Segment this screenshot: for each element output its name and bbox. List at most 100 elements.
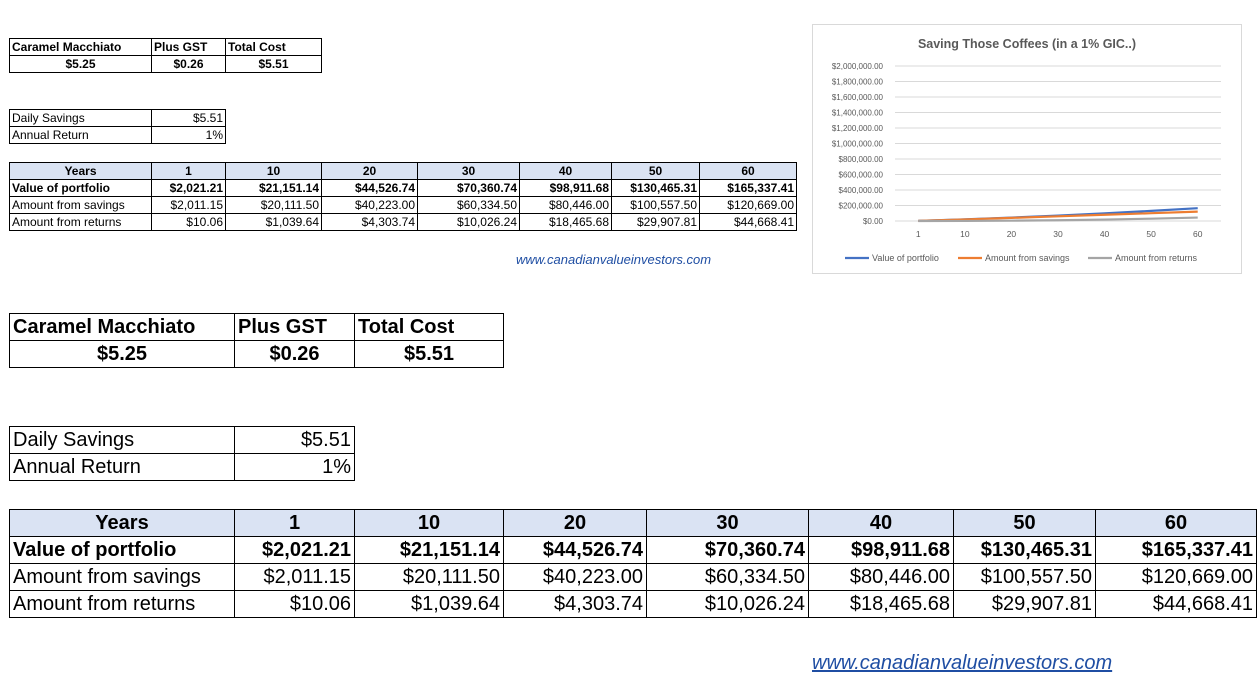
table-cell[interactable]: $100,557.50: [953, 563, 1096, 591]
row-label-savings[interactable]: Amount from savings: [9, 196, 152, 214]
table-cell[interactable]: $60,334.50: [646, 563, 809, 591]
cost-value-macchiato[interactable]: $5.25: [9, 55, 152, 73]
year-header-1[interactable]: 1: [151, 162, 226, 180]
daily-savings-label-large[interactable]: Daily Savings: [9, 426, 235, 454]
cost-header-gst[interactable]: Plus GST: [151, 38, 226, 56]
table-cell[interactable]: $98,911.68: [519, 179, 612, 197]
table-cell[interactable]: $44,668.41: [1095, 590, 1257, 618]
cost-header-total[interactable]: Total Cost: [225, 38, 322, 56]
table-cell[interactable]: $60,334.50: [417, 196, 520, 214]
y-tick-label: $600,000.00: [839, 171, 884, 180]
table-cell[interactable]: $98,911.68: [808, 536, 954, 564]
cost-value-macchiato-large[interactable]: $5.25: [9, 340, 235, 368]
year-header-40[interactable]: 40: [519, 162, 612, 180]
table-cell[interactable]: $80,446.00: [808, 563, 954, 591]
daily-savings-value-large[interactable]: $5.51: [234, 426, 355, 454]
y-tick-label: $1,800,000.00: [832, 78, 884, 87]
table-cell[interactable]: $2,011.15: [234, 563, 355, 591]
table-cell[interactable]: $21,151.14: [225, 179, 322, 197]
y-tick-label: $2,000,000.00: [832, 62, 884, 71]
x-tick-label: 30: [1053, 229, 1063, 239]
cost-header-gst-large[interactable]: Plus GST: [234, 313, 355, 341]
table-cell[interactable]: $10,026.24: [417, 213, 520, 231]
x-tick-label: 10: [960, 229, 970, 239]
table-cell[interactable]: $21,151.14: [354, 536, 504, 564]
table-cell[interactable]: $29,907.81: [953, 590, 1096, 618]
table-cell[interactable]: $1,039.64: [354, 590, 504, 618]
table-cell[interactable]: $100,557.50: [611, 196, 700, 214]
year-header-10-large[interactable]: 10: [354, 509, 504, 537]
row-label-portfolio-large[interactable]: Value of portfolio: [9, 536, 235, 564]
table-cell[interactable]: $120,669.00: [1095, 563, 1257, 591]
series-line: [918, 210, 1198, 222]
cost-table-small: Caramel Macchiato Plus GST Total Cost $5…: [9, 38, 322, 73]
year-header-30-large[interactable]: 30: [646, 509, 809, 537]
year-header-50[interactable]: 50: [611, 162, 700, 180]
row-label-returns[interactable]: Amount from returns: [9, 213, 152, 231]
year-header-20-large[interactable]: 20: [503, 509, 647, 537]
cost-value-total-large[interactable]: $5.51: [354, 340, 504, 368]
year-header-40-large[interactable]: 40: [808, 509, 954, 537]
x-tick-label: 20: [1007, 229, 1017, 239]
table-cell[interactable]: $120,669.00: [699, 196, 797, 214]
y-tick-label: $1,000,000.00: [832, 140, 884, 149]
year-header-10[interactable]: 10: [225, 162, 322, 180]
y-tick-label: $800,000.00: [839, 155, 884, 164]
table-cell[interactable]: $165,337.41: [1095, 536, 1257, 564]
table-cell[interactable]: $44,526.74: [321, 179, 418, 197]
cost-header-total-large[interactable]: Total Cost: [354, 313, 504, 341]
year-header-60-large[interactable]: 60: [1095, 509, 1257, 537]
x-tick-label: 1: [916, 229, 921, 239]
year-header-20[interactable]: 20: [321, 162, 418, 180]
table-cell[interactable]: $165,337.41: [699, 179, 797, 197]
row-label-savings-large[interactable]: Amount from savings: [9, 563, 235, 591]
table-cell[interactable]: $10,026.24: [646, 590, 809, 618]
table-cell[interactable]: $10.06: [151, 213, 226, 231]
table-cell[interactable]: $44,526.74: [503, 536, 647, 564]
cost-header-macchiato[interactable]: Caramel Macchiato: [9, 38, 152, 56]
table-cell[interactable]: $20,111.50: [225, 196, 322, 214]
cost-value-total[interactable]: $5.51: [225, 55, 322, 73]
table-cell[interactable]: $130,465.31: [953, 536, 1096, 564]
table-cell[interactable]: $44,668.41: [699, 213, 797, 231]
year-header-1-large[interactable]: 1: [234, 509, 355, 537]
x-tick-label: 40: [1100, 229, 1110, 239]
year-header-50-large[interactable]: 50: [953, 509, 1096, 537]
table-cell[interactable]: $20,111.50: [354, 563, 504, 591]
annual-return-label[interactable]: Annual Return: [9, 126, 152, 144]
website-link-large[interactable]: www.canadianvalueinvestors.com: [812, 652, 1113, 674]
table-cell[interactable]: $18,465.68: [808, 590, 954, 618]
annual-return-value[interactable]: 1%: [151, 126, 226, 144]
table-cell[interactable]: $40,223.00: [321, 196, 418, 214]
table-cell[interactable]: $10.06: [234, 590, 355, 618]
chart-title: Saving Those Coffees (in a 1% GIC..): [918, 37, 1136, 51]
years-header-large[interactable]: Years: [9, 509, 235, 537]
table-cell[interactable]: $130,465.31: [611, 179, 700, 197]
table-cell[interactable]: $2,021.21: [151, 179, 226, 197]
year-header-60[interactable]: 60: [699, 162, 797, 180]
daily-savings-value[interactable]: $5.51: [151, 109, 226, 127]
table-cell[interactable]: $4,303.74: [321, 213, 418, 231]
table-cell[interactable]: $70,360.74: [646, 536, 809, 564]
table-cell[interactable]: $2,021.21: [234, 536, 355, 564]
cost-value-gst[interactable]: $0.26: [151, 55, 226, 73]
year-header-30[interactable]: 30: [417, 162, 520, 180]
table-cell[interactable]: $80,446.00: [519, 196, 612, 214]
daily-savings-label[interactable]: Daily Savings: [9, 109, 152, 127]
table-cell[interactable]: $1,039.64: [225, 213, 322, 231]
cost-header-macchiato-large[interactable]: Caramel Macchiato: [9, 313, 235, 341]
years-header[interactable]: Years: [9, 162, 152, 180]
annual-return-value-large[interactable]: 1%: [234, 453, 355, 481]
row-label-portfolio[interactable]: Value of portfolio: [9, 179, 152, 197]
line-chart[interactable]: Saving Those Coffees (in a 1% GIC..) $0.…: [812, 24, 1242, 274]
annual-return-label-large[interactable]: Annual Return: [9, 453, 235, 481]
cost-value-gst-large[interactable]: $0.26: [234, 340, 355, 368]
table-cell[interactable]: $4,303.74: [503, 590, 647, 618]
table-cell[interactable]: $40,223.00: [503, 563, 647, 591]
table-cell[interactable]: $29,907.81: [611, 213, 700, 231]
table-cell[interactable]: $18,465.68: [519, 213, 612, 231]
row-label-returns-large[interactable]: Amount from returns: [9, 590, 235, 618]
table-cell[interactable]: $70,360.74: [417, 179, 520, 197]
website-link-small[interactable]: www.canadianvalueinvestors.com: [516, 252, 712, 267]
table-cell[interactable]: $2,011.15: [151, 196, 226, 214]
